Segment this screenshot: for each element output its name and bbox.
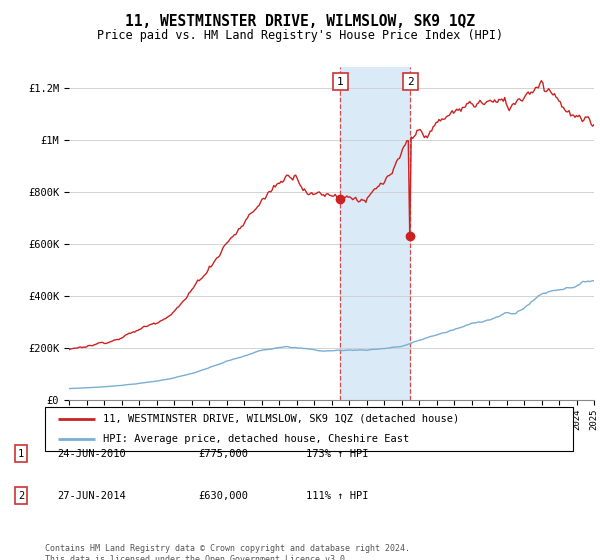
Text: 173% ↑ HPI: 173% ↑ HPI (306, 449, 368, 459)
Text: £630,000: £630,000 (198, 491, 248, 501)
Text: 1: 1 (18, 449, 24, 459)
Bar (340, 67, 410, 400)
Text: 2: 2 (407, 77, 413, 86)
Text: Contains HM Land Registry data © Crown copyright and database right 2024.
This d: Contains HM Land Registry data © Crown c… (45, 544, 410, 560)
Text: £775,000: £775,000 (198, 449, 248, 459)
Text: HPI: Average price, detached house, Cheshire East: HPI: Average price, detached house, Ches… (103, 434, 409, 444)
Text: Price paid vs. HM Land Registry's House Price Index (HPI): Price paid vs. HM Land Registry's House … (97, 29, 503, 42)
Text: 2: 2 (18, 491, 24, 501)
Text: 1: 1 (337, 77, 344, 86)
Text: 27-JUN-2014: 27-JUN-2014 (57, 491, 126, 501)
Text: 24-JUN-2010: 24-JUN-2010 (57, 449, 126, 459)
Text: 111% ↑ HPI: 111% ↑ HPI (306, 491, 368, 501)
Text: 11, WESTMINSTER DRIVE, WILMSLOW, SK9 1QZ (detached house): 11, WESTMINSTER DRIVE, WILMSLOW, SK9 1QZ… (103, 414, 460, 424)
Text: 11, WESTMINSTER DRIVE, WILMSLOW, SK9 1QZ: 11, WESTMINSTER DRIVE, WILMSLOW, SK9 1QZ (125, 14, 475, 29)
